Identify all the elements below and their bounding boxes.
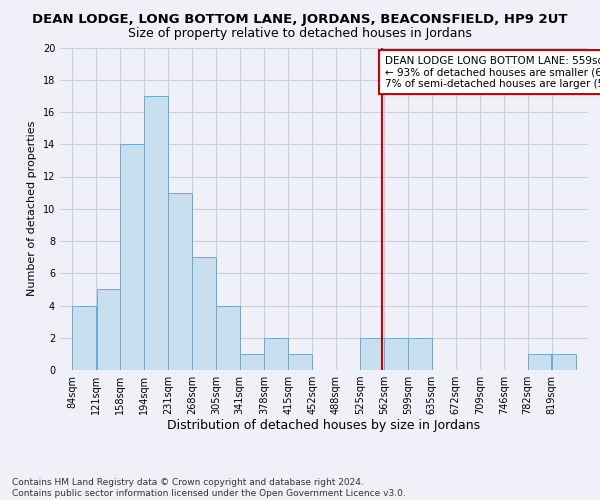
- Y-axis label: Number of detached properties: Number of detached properties: [27, 121, 37, 296]
- Bar: [289, 354, 312, 370]
- Bar: [528, 354, 551, 370]
- Text: DEAN LODGE, LONG BOTTOM LANE, JORDANS, BEACONSFIELD, HP9 2UT: DEAN LODGE, LONG BOTTOM LANE, JORDANS, B…: [32, 12, 568, 26]
- Bar: [360, 338, 384, 370]
- Bar: [144, 96, 167, 370]
- Text: Size of property relative to detached houses in Jordans: Size of property relative to detached ho…: [128, 28, 472, 40]
- Text: DEAN LODGE LONG BOTTOM LANE: 559sqm
← 93% of detached houses are smaller (67)
7%: DEAN LODGE LONG BOTTOM LANE: 559sqm ← 93…: [385, 56, 600, 89]
- Bar: [552, 354, 575, 370]
- Bar: [408, 338, 431, 370]
- Bar: [97, 290, 120, 370]
- Bar: [73, 306, 96, 370]
- Bar: [240, 354, 263, 370]
- Bar: [385, 338, 408, 370]
- Bar: [217, 306, 240, 370]
- Bar: [193, 257, 216, 370]
- Bar: [264, 338, 288, 370]
- X-axis label: Distribution of detached houses by size in Jordans: Distribution of detached houses by size …: [167, 418, 481, 432]
- Text: Contains HM Land Registry data © Crown copyright and database right 2024.
Contai: Contains HM Land Registry data © Crown c…: [12, 478, 406, 498]
- Bar: [121, 144, 144, 370]
- Bar: [169, 192, 192, 370]
